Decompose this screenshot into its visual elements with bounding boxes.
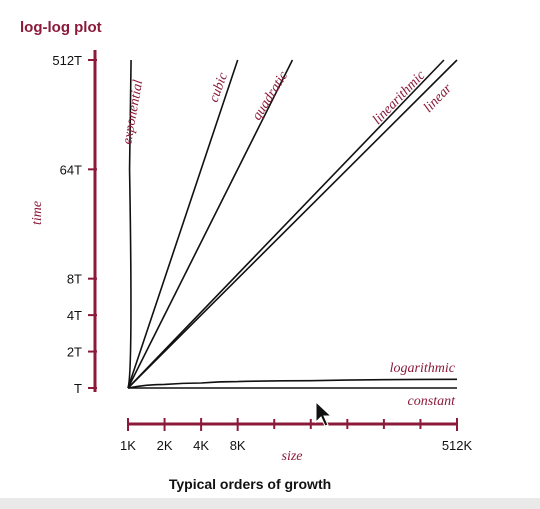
y-tick-label: 8T [67, 272, 82, 287]
series-line-quadratic [127, 59, 294, 389]
x-tick-label: 4K [193, 438, 209, 453]
y-axis-label: time [30, 201, 45, 225]
series-label-logarithmic: logarithmic [390, 361, 456, 376]
y-tick-label: 64T [60, 162, 82, 177]
y-tick-label: 512T [52, 53, 82, 68]
x-tick-label: 2K [157, 438, 173, 453]
series-line-linearithmic [127, 59, 445, 389]
series-line-linear [127, 59, 458, 389]
x-tick-label: 8K [230, 438, 246, 453]
series-label-constant: constant [408, 394, 457, 409]
series-label-exponential: exponential [120, 79, 146, 146]
chart-caption: Typical orders of growth [169, 476, 331, 492]
y-tick-label: T [74, 381, 82, 396]
arrow-cursor-icon [315, 400, 333, 427]
y-tick-label: 2T [67, 345, 82, 360]
x-axis-label: size [282, 449, 303, 464]
series-label-cubic: cubic [207, 70, 232, 104]
series-label-linear: linear [421, 81, 455, 116]
series-line-exponential [127, 59, 132, 389]
y-tick-label: 4T [67, 308, 82, 323]
x-tick-label: 1K [120, 438, 136, 453]
footer-strip [0, 498, 540, 509]
series-line-cubic [127, 59, 239, 389]
x-tick-label: 512K [442, 438, 473, 453]
chart-title: log-log plot [20, 19, 102, 36]
series-line-logarithmic [127, 378, 458, 389]
series-label-quadratic: quadratic [250, 68, 292, 123]
